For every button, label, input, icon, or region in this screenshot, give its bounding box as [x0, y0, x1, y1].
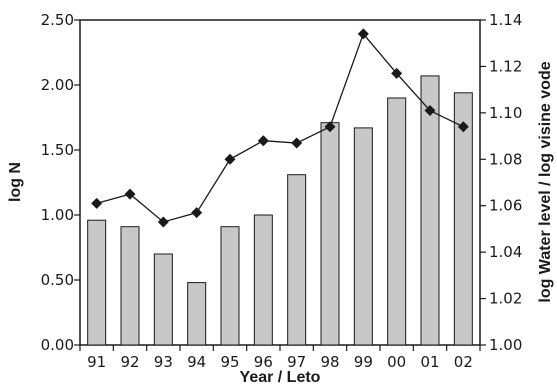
bar-01 — [420, 75, 440, 346]
marker-93 — [157, 216, 169, 228]
bar-96 — [253, 214, 273, 346]
x-tick-label: 94 — [187, 353, 206, 371]
left-tick-label: 1.00 — [41, 206, 74, 224]
right-tick-label: 1.00 — [489, 336, 522, 354]
line-series — [91, 28, 469, 228]
y-axis-title-left: log N — [7, 162, 24, 202]
right-tick-label: 1.14 — [489, 11, 522, 29]
bar-02 — [453, 92, 473, 346]
x-tick-label: 98 — [320, 353, 339, 371]
bar-00 — [387, 97, 407, 346]
bar-series — [87, 75, 473, 346]
marker-92 — [124, 188, 136, 200]
marker-01 — [424, 105, 436, 117]
marker-97 — [291, 137, 303, 149]
right-tick-label: 1.12 — [489, 57, 522, 75]
x-tick-label: 99 — [354, 353, 373, 371]
bar-91 — [87, 219, 107, 346]
left-tick-label: 1.50 — [41, 141, 74, 159]
left-tick-label: 0.00 — [41, 336, 74, 354]
water-level-line — [96, 32, 464, 223]
x-axis-title: Year / Leto — [240, 369, 321, 386]
right-tick-label: 1.10 — [489, 104, 522, 122]
marker-98 — [324, 121, 336, 133]
bar-95 — [220, 226, 240, 346]
plot-frame — [79, 19, 481, 346]
right-tick-label: 1.04 — [489, 243, 522, 261]
bar-93 — [153, 253, 173, 346]
marker-96 — [257, 135, 269, 147]
right-axis: 1.00 1.02 1.04 1.06 1.08 1.10 1.12 1.14 — [480, 11, 522, 354]
marker-95 — [224, 153, 236, 165]
x-tick-label: 00 — [387, 353, 406, 371]
marker-02 — [457, 121, 469, 133]
y-axis-title-right: log Water level / log visine vode — [537, 61, 554, 302]
left-tick-label: 2.50 — [41, 11, 74, 29]
left-tick-label: 2.00 — [41, 76, 74, 94]
x-tick-label: 93 — [154, 353, 173, 371]
bar-94 — [187, 282, 207, 346]
x-tick-label: 96 — [254, 353, 273, 371]
right-tick-label: 1.08 — [489, 150, 522, 168]
x-tick-label: 95 — [220, 353, 239, 371]
marker-00 — [391, 67, 403, 79]
x-axis: 91 92 93 94 95 96 97 98 99 00 01 02 — [79, 345, 481, 371]
x-tick-label: 92 — [120, 353, 139, 371]
marker-91 — [91, 197, 103, 209]
right-tick-label: 1.02 — [489, 290, 522, 308]
bar-97 — [287, 174, 307, 346]
x-tick-label: 01 — [420, 353, 439, 371]
marker-99 — [357, 28, 369, 40]
right-tick-label: 1.06 — [489, 197, 522, 215]
x-tick-label: 02 — [454, 353, 473, 371]
x-tick-label: 91 — [87, 353, 106, 371]
x-tick-label: 97 — [287, 353, 306, 371]
bar-98 — [320, 122, 340, 346]
bar-92 — [120, 226, 140, 346]
marker-94 — [191, 207, 203, 219]
bar-99 — [353, 127, 373, 346]
left-axis: 0.00 0.50 1.00 1.50 2.00 2.50 — [41, 11, 80, 354]
left-tick-label: 0.50 — [41, 271, 74, 289]
